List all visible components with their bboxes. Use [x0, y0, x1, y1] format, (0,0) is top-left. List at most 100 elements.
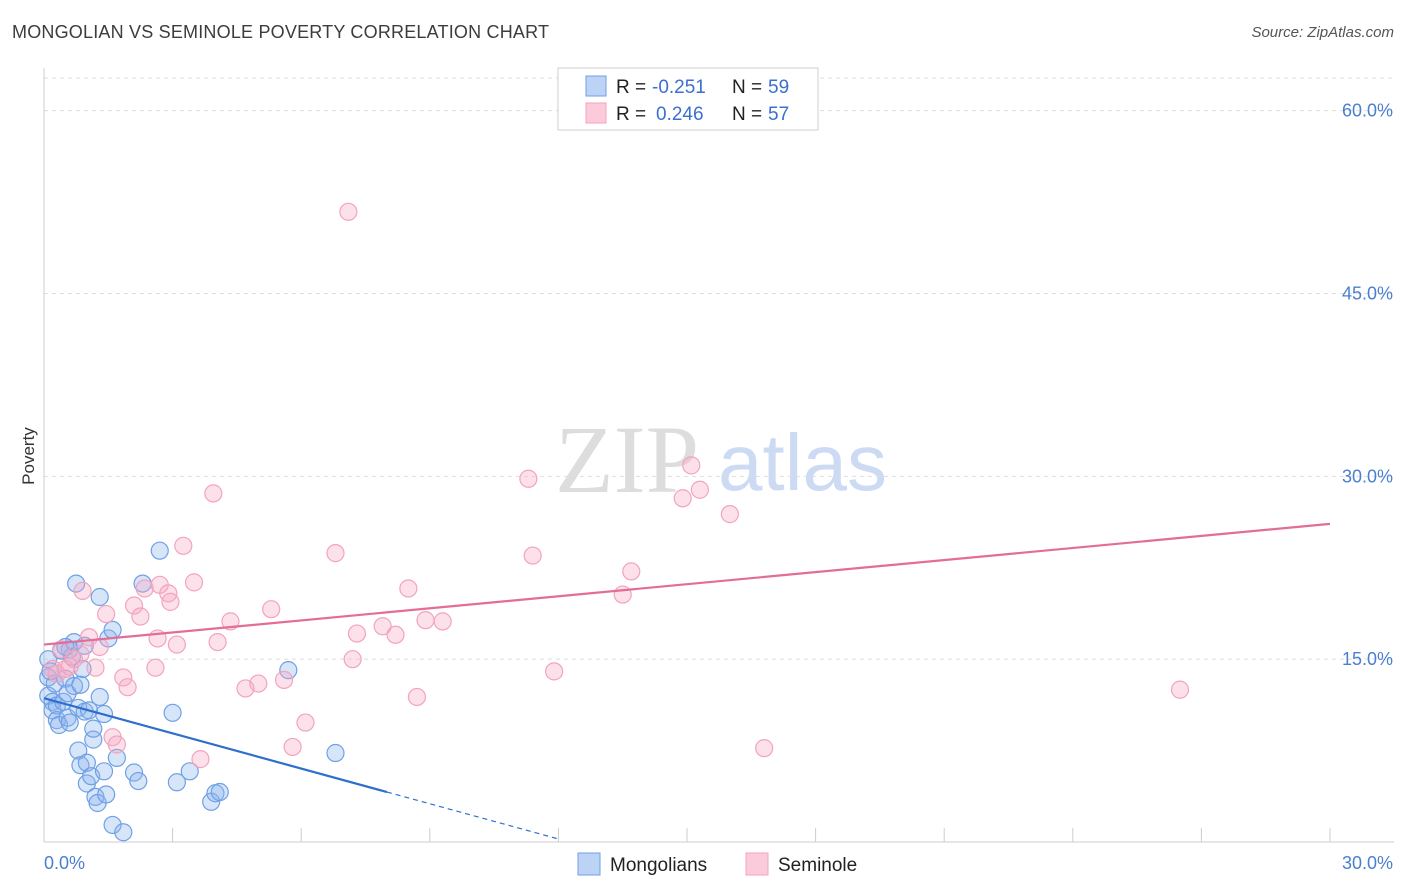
correlation-legend: R = -0.251 N = 59 R = 0.246 N = 57 — [557, 67, 819, 131]
point-seminole-27 — [191, 750, 210, 769]
point-seminole-48 — [523, 546, 542, 565]
point-seminole-9 — [90, 637, 109, 657]
point-mongolians-41 — [103, 815, 122, 835]
point-seminole-51 — [622, 562, 641, 581]
point-mongolians-55 — [326, 743, 345, 763]
series-label-seminole: Seminole — [778, 855, 857, 876]
point-seminole-47 — [519, 469, 538, 488]
point-mongolians-49 — [167, 773, 186, 792]
legend-n-label-1: N = — [732, 77, 762, 98]
y-tick-label-15: 15.0% — [1342, 649, 1393, 669]
legend-n-label-2: N = — [732, 104, 762, 125]
point-seminole-41 — [373, 617, 392, 636]
point-mongolians-35 — [90, 687, 109, 707]
point-seminole-26 — [184, 573, 204, 592]
point-mongolians-53 — [210, 782, 229, 802]
chart-title: MONGOLIAN VS SEMINOLE POVERTY CORRELATIO… — [12, 22, 550, 42]
point-seminole-56 — [755, 739, 774, 758]
point-seminole-40 — [347, 624, 367, 643]
point-seminole-55 — [720, 505, 739, 524]
point-seminole-11 — [97, 604, 116, 624]
point-seminole-35 — [283, 737, 302, 757]
point-seminole-44 — [407, 687, 427, 707]
point-seminole-16 — [124, 596, 144, 615]
trend-line-seminole — [43, 522, 1331, 646]
point-seminole-14 — [114, 668, 133, 687]
point-seminole-34 — [274, 670, 294, 689]
point-mongolians-34 — [90, 587, 109, 607]
point-mongolians-18 — [64, 676, 84, 696]
point-seminole-13 — [107, 735, 126, 754]
point-seminole-39 — [343, 650, 362, 669]
point-seminole-42 — [386, 625, 405, 644]
trend-line-mongolians — [43, 697, 388, 794]
watermark-atlas: atlas — [718, 418, 887, 507]
point-mongolians-42 — [107, 748, 126, 767]
point-seminole-33 — [262, 600, 281, 619]
point-mongolians-38 — [97, 785, 116, 804]
point-mongolians-50 — [180, 762, 199, 781]
point-seminole-52 — [673, 489, 692, 508]
legend-n-value-2: 57 — [768, 104, 789, 125]
trend-extension-mongolians — [386, 791, 559, 840]
point-seminole-57 — [1170, 680, 1190, 699]
point-seminole-32 — [249, 674, 268, 693]
point-seminole-28 — [204, 484, 223, 503]
y-tick-label-30: 30.0% — [1342, 466, 1393, 486]
point-seminole-25 — [174, 536, 193, 555]
point-mongolians-54 — [279, 661, 298, 680]
point-mongolians-45 — [129, 771, 148, 791]
point-seminole-7 — [73, 581, 92, 601]
legend-r-label-1: R = — [616, 77, 646, 98]
point-seminole-19 — [146, 658, 165, 677]
point-seminole-29 — [208, 633, 227, 652]
x-tick-label-30: 30.0% — [1342, 853, 1393, 873]
y-axis-label: Poverty — [19, 427, 38, 485]
legend-r-value-2: 0.246 — [656, 104, 704, 125]
legend-swatch-mongolians — [585, 75, 607, 97]
x-tick-label-0: 0.0% — [44, 853, 85, 873]
point-seminole-43 — [399, 579, 418, 598]
point-seminole-18 — [135, 579, 154, 598]
point-seminole-10 — [86, 658, 105, 677]
point-mongolians-44 — [124, 763, 144, 782]
tick-labels: 15.0% 30.0% 45.0% 60.0% 0.0% 30.0% — [44, 101, 1393, 873]
point-mongolians-40 — [103, 620, 122, 640]
legend-n-value-1: 59 — [768, 77, 789, 98]
point-mongolians-19 — [67, 574, 86, 593]
point-mongolians-31 — [84, 719, 103, 738]
point-seminole-45 — [416, 611, 435, 630]
series-legend: Mongolians Seminole — [577, 852, 857, 876]
legend-r-value-1: -0.251 — [652, 77, 706, 98]
chart-source: Source: ZipAtlas.com — [1251, 24, 1394, 41]
trend-lines — [43, 522, 1331, 840]
point-mongolians-12 — [58, 684, 77, 703]
point-seminole-53 — [682, 456, 701, 475]
point-seminole-46 — [433, 612, 452, 631]
series-swatch-seminole — [745, 852, 769, 876]
point-mongolians-26 — [77, 753, 96, 772]
point-mongolians-47 — [150, 541, 169, 560]
point-seminole-38 — [339, 202, 358, 221]
point-mongolians-22 — [71, 675, 90, 694]
point-mongolians-43 — [114, 823, 133, 842]
point-seminole-24 — [167, 635, 186, 654]
gridlines — [44, 77, 1394, 660]
point-mongolians-15 — [60, 713, 79, 732]
point-seminole-54 — [690, 480, 709, 499]
point-seminole-2 — [52, 640, 71, 659]
legend-r-label-2: R = — [616, 104, 646, 125]
point-mongolians-48 — [163, 703, 182, 722]
series-label-mongolians: Mongolians — [610, 855, 707, 876]
series-swatch-mongolians — [577, 852, 601, 876]
point-seminole-17 — [131, 607, 150, 626]
y-tick-label-45: 45.0% — [1342, 283, 1393, 303]
point-seminole-36 — [296, 713, 315, 732]
point-seminole-23 — [161, 592, 180, 611]
legend-swatch-seminole — [585, 102, 607, 124]
y-tick-label-60: 60.0% — [1342, 101, 1393, 121]
point-seminole-37 — [326, 544, 345, 563]
point-seminole-6 — [71, 645, 90, 664]
point-mongolians-37 — [94, 762, 114, 781]
